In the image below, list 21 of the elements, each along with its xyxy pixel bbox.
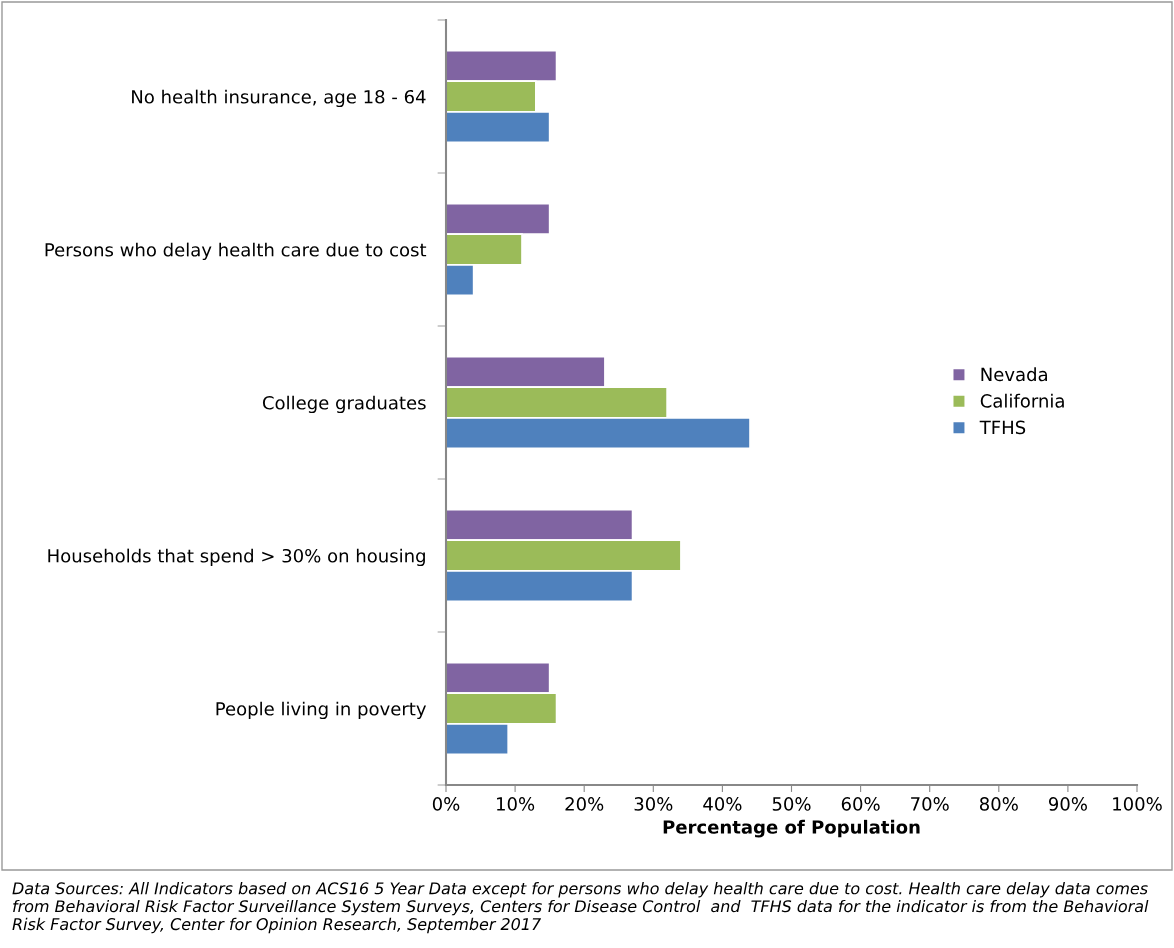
legend-label: TFHS — [979, 420, 1026, 435]
y-tick-label: Households that spend > 30% on housing — [48, 548, 425, 567]
y-tick-label: People living in poverty — [216, 701, 427, 720]
x-tick-label: 10% — [497, 797, 535, 811]
x-tick-label: 90% — [1048, 797, 1087, 811]
legend-label: Nevada — [981, 367, 1047, 382]
x-tick-label: 40% — [703, 797, 742, 811]
text: Data Sources: All Indicators based on ACS16 5 Year Data except for persons who delay health care due to cost. Health care delay data comes from Behavioral Risk Factor Surveillance System Surveys, Centers for Disease Control and TFHS data for the indicator is from the Behavioral Risk Factor Survey, Center for Opinion Research, September 2017 — [12, 882, 1149, 934]
legend-label: California — [980, 393, 1064, 408]
x-tick-label: 60% — [841, 797, 880, 811]
x-axis-title: Percentage of Population — [663, 819, 920, 838]
x-tick-label: 70% — [911, 797, 949, 811]
x-tick-label: 80% — [979, 797, 1018, 811]
x-tick-label: 30% — [634, 797, 673, 811]
y-tick-label: Persons who delay health care due to cost — [45, 242, 427, 261]
x-tick-label: 50% — [772, 797, 811, 811]
x-tick-label: 100% — [1113, 797, 1162, 811]
y-tick-label: College graduates — [262, 395, 426, 414]
y-tick-label: No health insurance, age 18 - 64 — [132, 89, 426, 108]
x-tick-label: 0% — [432, 797, 460, 811]
x-tick-label: 20% — [565, 797, 604, 811]
